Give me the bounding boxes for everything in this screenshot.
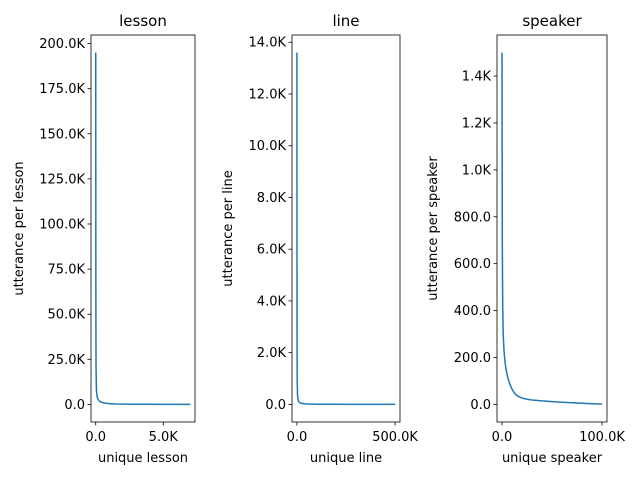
x-tick-label: 0.0 <box>492 430 513 445</box>
y-tick-label: 10.0K <box>249 139 287 154</box>
y-tick-label: 1.4K <box>462 70 492 85</box>
axes-frame <box>90 34 196 423</box>
x-axis-label: unique lesson <box>98 451 188 466</box>
x-tick-label: 500.0K <box>372 430 418 445</box>
subplot-title: line <box>332 12 359 30</box>
subplot-speaker: 0.0 200.0 400.0 600.0 800.0 1.0K 1.2K 1.4K 0.0 10… <box>426 12 625 466</box>
y-tick-label: 1.0K <box>462 163 492 178</box>
y-axis-label: utterance per lesson <box>12 161 27 295</box>
subplot-lesson: 0.0 25.0K 50.0K 75.0K 100.0K 125.0K 150.0K 175.… <box>12 12 196 466</box>
y-tick-label: 100.0K <box>39 217 85 232</box>
y-tick-label: 4.0K <box>257 294 287 309</box>
subplot-title: speaker <box>522 12 582 30</box>
y-tick-label: 800.0 <box>454 210 491 225</box>
subplot-line: 0.0 2.0K 4.0K 6.0K 8.0K 10.0K 12.0K 14.0K 0.0 500… <box>221 12 418 466</box>
y-tick-label: 1.2K <box>462 116 492 131</box>
series-line-line <box>296 52 396 406</box>
axes-frame <box>496 34 608 423</box>
y-tick-label: 600.0 <box>454 257 491 272</box>
y-axis-label: utterance per speaker <box>426 156 441 301</box>
x-axis-label: unique line <box>310 451 382 466</box>
x-tick-label: 5.0K <box>149 430 179 445</box>
y-tick-label: 150.0K <box>39 127 85 142</box>
y-tick-label: 125.0K <box>39 172 85 187</box>
y-tick-label: 50.0K <box>48 308 86 323</box>
subplot-title: lesson <box>119 12 167 30</box>
y-axis-label: utterance per line <box>221 170 236 286</box>
y-tick-label: 2.0K <box>257 346 287 361</box>
y-tick-label: 6.0K <box>257 243 287 258</box>
y-tick-label: 0.0 <box>470 398 491 413</box>
series-line-speaker <box>501 52 603 405</box>
y-tick-label: 14.0K <box>249 36 287 51</box>
x-tick-label: 100.0K <box>579 430 625 445</box>
y-tick-label: 200.0 <box>454 351 491 366</box>
y-tick-label: 25.0K <box>48 353 86 368</box>
axes-frame <box>291 34 401 423</box>
y-tick-label: 8.0K <box>257 191 287 206</box>
x-tick-label: 0.0 <box>287 430 308 445</box>
series-line-lesson <box>94 52 191 406</box>
x-axis-label: unique speaker <box>502 451 603 466</box>
y-tick-label: 0.0 <box>265 398 286 413</box>
y-tick-label: 0.0 <box>64 398 85 413</box>
y-tick-label: 400.0 <box>454 304 491 319</box>
y-tick-label: 200.0K <box>39 37 85 52</box>
y-tick-label: 12.0K <box>249 87 287 102</box>
y-tick-label: 75.0K <box>48 263 86 278</box>
y-tick-label: 175.0K <box>39 82 85 97</box>
x-tick-label: 0.0 <box>85 430 106 445</box>
